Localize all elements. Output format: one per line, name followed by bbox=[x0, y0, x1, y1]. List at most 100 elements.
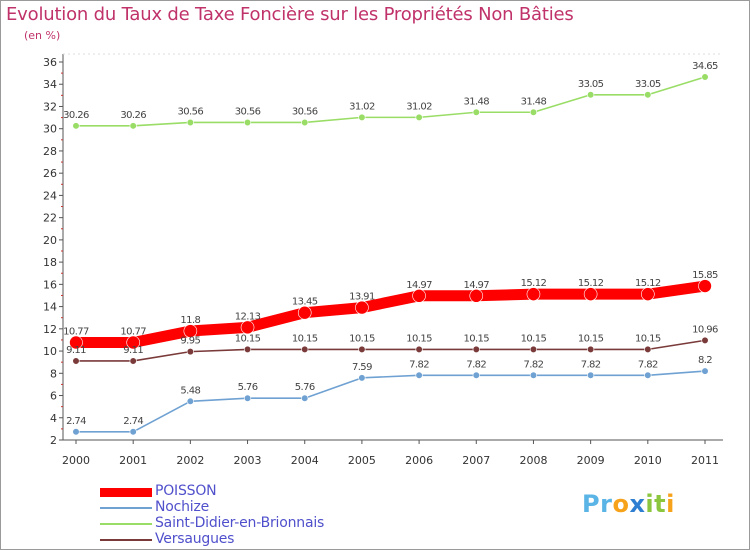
proxiti-logo: Proxiti bbox=[582, 490, 675, 518]
data-label-nochize: 7.59 bbox=[352, 362, 372, 373]
data-label-poisson: 12.13 bbox=[235, 311, 261, 322]
data-point-nochize bbox=[415, 371, 423, 379]
data-label-saint-didier-en-brionnais: 30.26 bbox=[120, 110, 146, 121]
data-label-saint-didier-en-brionnais: 30.26 bbox=[63, 110, 89, 121]
data-label-nochize: 7.82 bbox=[524, 359, 544, 370]
data-point-saint-didier-en-brionnais bbox=[243, 118, 252, 127]
data-point-versaugues bbox=[301, 345, 309, 353]
data-point-versaugues bbox=[129, 357, 137, 365]
y-tick-label: 2 bbox=[50, 434, 57, 447]
y-tick-label: 24 bbox=[43, 189, 57, 202]
y-tick-label: 18 bbox=[43, 256, 57, 269]
data-label-nochize: 2.74 bbox=[66, 416, 86, 427]
data-point-poisson bbox=[69, 335, 83, 350]
data-label-versaugues: 10.15 bbox=[235, 333, 261, 344]
data-label-saint-didier-en-brionnais: 31.48 bbox=[521, 96, 547, 107]
x-tick-label: 2008 bbox=[519, 454, 547, 467]
series-line-saint-didier-en-brionnais bbox=[76, 76, 706, 127]
data-point-poisson bbox=[526, 287, 541, 301]
x-tick-label: 2011 bbox=[691, 454, 719, 467]
y-tick-label: 32 bbox=[43, 100, 57, 113]
x-tick-label: 2000 bbox=[62, 454, 90, 467]
data-label-saint-didier-en-brionnais: 31.48 bbox=[463, 96, 489, 107]
data-point-saint-didier-en-brionnais bbox=[587, 91, 595, 99]
data-point-saint-didier-en-brionnais bbox=[186, 118, 194, 127]
series-line-nochize bbox=[76, 370, 706, 433]
data-point-poisson bbox=[126, 335, 140, 350]
data-point-versaugues bbox=[529, 345, 538, 353]
data-label-poisson: 10.77 bbox=[63, 326, 89, 337]
data-labels: 30.26 30.26 30.56 30.56 30.56 31.02 31.02 31.48… bbox=[63, 61, 718, 427]
data-point-saint-didier-en-brionnais bbox=[472, 108, 480, 116]
data-point-poisson bbox=[641, 287, 655, 301]
y-tick-label: 30 bbox=[43, 123, 57, 136]
data-label-nochize: 7.82 bbox=[581, 359, 601, 370]
data-point-versaugues bbox=[701, 336, 709, 344]
y-tick-label: 22 bbox=[43, 212, 57, 225]
data-point-nochize bbox=[358, 374, 366, 382]
data-label-poisson: 10.77 bbox=[120, 326, 146, 337]
legend-label: Saint-Didier-en-Brionnais bbox=[155, 515, 325, 531]
data-label-nochize: 5.76 bbox=[295, 382, 315, 393]
x-tick-label: 2009 bbox=[577, 454, 605, 467]
data-label-nochize: 7.82 bbox=[409, 359, 429, 370]
data-label-saint-didier-en-brionnais: 31.02 bbox=[349, 101, 375, 112]
data-point-versaugues bbox=[587, 345, 595, 353]
x-tick-label: 2010 bbox=[634, 454, 662, 467]
series-line-poisson bbox=[76, 280, 706, 348]
data-point-nochize bbox=[72, 428, 80, 436]
data-label-poisson: 15.85 bbox=[692, 270, 718, 281]
x-tick-label: 2007 bbox=[462, 454, 490, 467]
data-point-saint-didier-en-brionnais bbox=[701, 73, 709, 81]
logo-letter: i bbox=[645, 490, 655, 518]
series-lines bbox=[69, 73, 712, 436]
data-label-nochize: 2.74 bbox=[123, 416, 143, 427]
logo-letter: o bbox=[612, 490, 630, 518]
logo-letter: i bbox=[666, 490, 675, 518]
data-label-saint-didier-en-brionnais: 33.05 bbox=[635, 79, 661, 90]
data-point-versaugues bbox=[358, 345, 366, 353]
unit-label: (en %) bbox=[24, 29, 61, 42]
logo-letter: P bbox=[582, 490, 601, 518]
data-point-nochize bbox=[472, 371, 480, 379]
y-tick-label: 10 bbox=[43, 345, 57, 358]
data-label-versaugues: 10.15 bbox=[463, 333, 489, 344]
data-point-poisson bbox=[183, 324, 198, 338]
data-point-versaugues bbox=[72, 357, 80, 365]
data-point-poisson bbox=[412, 289, 426, 303]
legend-swatch bbox=[100, 523, 152, 525]
data-label-versaugues: 10.15 bbox=[349, 333, 375, 344]
logo-letter: t bbox=[654, 490, 667, 518]
data-label-versaugues: 9.95 bbox=[180, 336, 200, 347]
data-point-saint-didier-en-brionnais bbox=[358, 113, 366, 121]
data-point-poisson bbox=[698, 279, 712, 293]
y-tick-label: 34 bbox=[43, 78, 57, 91]
data-label-poisson: 11.8 bbox=[180, 315, 200, 326]
data-point-saint-didier-en-brionnais bbox=[644, 91, 652, 99]
data-label-versaugues: 9.11 bbox=[66, 345, 86, 356]
data-point-poisson bbox=[583, 287, 598, 301]
data-point-poisson bbox=[469, 289, 484, 303]
data-label-saint-didier-en-brionnais: 33.05 bbox=[578, 79, 604, 90]
legend-swatch bbox=[100, 507, 152, 509]
data-point-poisson bbox=[240, 320, 255, 335]
data-label-poisson: 14.97 bbox=[406, 280, 432, 291]
data-label-versaugues: 9.11 bbox=[123, 345, 143, 356]
x-tick-label: 2002 bbox=[176, 454, 204, 467]
legend-swatch bbox=[100, 487, 152, 497]
data-label-saint-didier-en-brionnais: 34.65 bbox=[692, 61, 718, 72]
data-label-poisson: 13.45 bbox=[292, 297, 318, 308]
data-label-saint-didier-en-brionnais: 30.56 bbox=[178, 106, 204, 117]
data-label-versaugues: 10.15 bbox=[635, 333, 661, 344]
x-tick-label: 2003 bbox=[234, 454, 262, 467]
x-tick-label: 2005 bbox=[348, 454, 376, 467]
data-label-saint-didier-en-brionnais: 31.02 bbox=[406, 101, 432, 112]
data-point-poisson bbox=[297, 305, 312, 320]
data-point-versaugues bbox=[186, 348, 194, 356]
data-label-poisson: 14.97 bbox=[463, 280, 489, 291]
y-tick-label: 36 bbox=[43, 56, 57, 69]
x-tick-label: 2004 bbox=[291, 454, 319, 467]
data-label-nochize: 7.82 bbox=[638, 359, 658, 370]
